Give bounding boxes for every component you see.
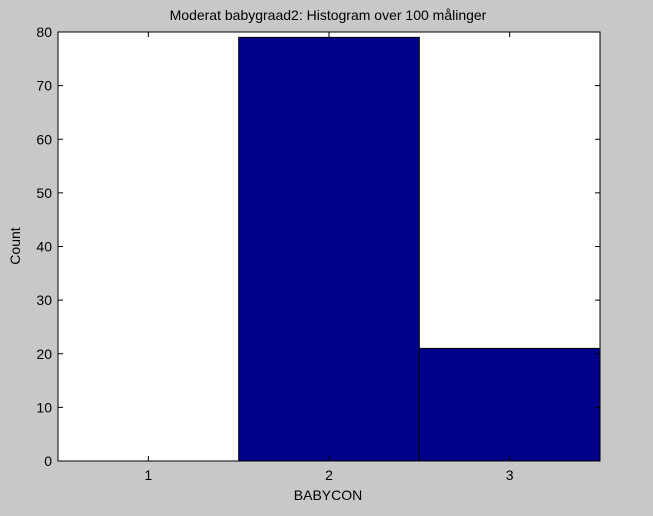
y-tick-label-70: 70 bbox=[36, 78, 52, 94]
chart-title: Moderat babygraad2: Histogram over 100 m… bbox=[170, 7, 487, 23]
y-tick-label-10: 10 bbox=[36, 399, 52, 415]
axes-frame bbox=[57, 31, 601, 462]
x-tick-label-3: 3 bbox=[506, 467, 514, 483]
y-tick-label-20: 20 bbox=[36, 346, 52, 362]
bar-2 bbox=[238, 36, 420, 462]
x-axis-label: BABYCON bbox=[294, 487, 362, 503]
y-tick-label-0: 0 bbox=[44, 453, 52, 469]
y-axis-ticks: 0 10 20 30 40 50 60 70 80 bbox=[36, 24, 600, 469]
x-tick-label-2: 2 bbox=[325, 467, 333, 483]
bar-3 bbox=[418, 347, 601, 462]
x-tick-label-1: 1 bbox=[144, 467, 152, 483]
y-tick-label-60: 60 bbox=[36, 131, 52, 147]
y-tick-label-50: 50 bbox=[36, 185, 52, 201]
bars-group bbox=[238, 36, 601, 462]
x-axis-ticks: 1 2 3 bbox=[144, 32, 514, 483]
y-axis-label: Count bbox=[7, 227, 23, 264]
y-tick-label-40: 40 bbox=[36, 239, 52, 255]
y-tick-label-30: 30 bbox=[36, 292, 52, 308]
y-tick-label-80: 80 bbox=[36, 24, 52, 40]
